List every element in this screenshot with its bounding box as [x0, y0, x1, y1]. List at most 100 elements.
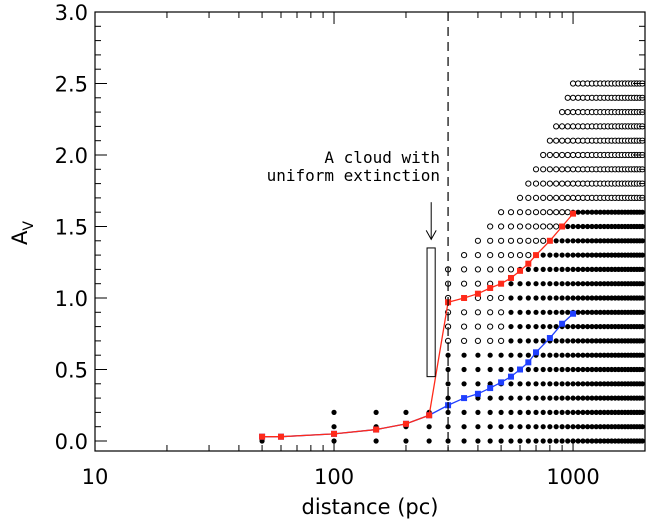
filled-dot	[593, 438, 599, 444]
filled-dot	[487, 366, 493, 373]
filled-dot	[601, 295, 607, 301]
filled-dot	[525, 366, 531, 373]
filled-dot	[601, 323, 607, 330]
filled-dot	[525, 381, 531, 387]
red-marker	[525, 260, 532, 267]
open-dot	[564, 209, 571, 216]
filled-dot	[570, 338, 576, 344]
open-dot	[525, 237, 532, 244]
filled-dot	[487, 438, 493, 444]
red-marker	[402, 420, 409, 427]
open-dot	[487, 309, 494, 316]
open-dot	[525, 180, 532, 187]
filled-dot	[525, 295, 531, 301]
filled-dot	[584, 438, 591, 444]
filled-dot	[584, 323, 591, 330]
filled-dot	[605, 323, 611, 330]
filled-dot	[597, 381, 603, 387]
filled-dot	[533, 338, 539, 344]
filled-dot	[508, 295, 514, 301]
open-dot	[540, 209, 547, 216]
filled-dot	[525, 309, 531, 315]
filled-dot	[570, 352, 576, 358]
open-dot	[516, 194, 524, 201]
filled-dot	[575, 438, 581, 444]
open-dot	[497, 251, 505, 259]
blue-series-line	[262, 313, 574, 438]
open-dot	[569, 137, 577, 144]
filled-dot	[589, 366, 595, 373]
filled-dot	[559, 381, 565, 387]
filled-dot	[517, 395, 523, 401]
filled-dot	[508, 323, 514, 330]
filled-dot	[533, 295, 539, 301]
open-dot	[569, 123, 577, 130]
red-marker	[474, 290, 481, 297]
filled-dot	[565, 281, 571, 287]
filled-dot	[575, 381, 581, 387]
open-dot	[559, 108, 566, 116]
filled-dot	[565, 252, 571, 258]
open-dot	[474, 251, 482, 259]
filled-dot	[575, 395, 581, 401]
blue-marker	[525, 359, 532, 366]
filled-dot	[525, 438, 531, 444]
y-tick-label: 2.5	[55, 72, 88, 96]
open-dot	[559, 137, 566, 144]
filled-dot	[540, 438, 546, 444]
filled-dot	[461, 409, 467, 415]
filled-dot	[584, 252, 591, 258]
blue-marker	[546, 335, 553, 342]
filled-dot	[508, 381, 514, 387]
open-dot	[507, 251, 515, 259]
filled-dot	[445, 366, 451, 373]
red-marker	[507, 274, 514, 281]
filled-dot	[601, 352, 607, 358]
filled-dot	[593, 252, 599, 258]
filled-dot	[593, 338, 599, 344]
open-dot	[507, 237, 515, 244]
filled-dot	[525, 395, 531, 401]
filled-dot	[601, 238, 607, 244]
filled-dot	[605, 338, 611, 344]
filled-dot	[547, 381, 553, 387]
filled-dot	[589, 323, 595, 330]
filled-dot	[461, 366, 467, 373]
blue-marker	[533, 349, 540, 356]
filled-dot	[533, 424, 539, 430]
open-dot	[525, 251, 532, 259]
y-axis-title: AV	[8, 221, 37, 245]
filled-dot	[601, 266, 607, 272]
filled-dot	[601, 252, 607, 258]
filled-dot	[570, 223, 576, 230]
filled-dot	[508, 424, 514, 430]
filled-dot	[575, 409, 581, 415]
filled-dot	[533, 395, 539, 401]
filled-dot	[601, 381, 607, 387]
filled-dot	[584, 381, 591, 387]
filled-dot	[570, 381, 576, 387]
red-marker	[498, 280, 505, 287]
filled-dot	[570, 238, 576, 244]
filled-dot	[533, 366, 539, 373]
filled-dot	[553, 295, 559, 301]
filled-dot	[589, 381, 595, 387]
filled-dot	[580, 409, 586, 415]
open-dot	[553, 180, 560, 187]
open-dot	[546, 137, 553, 144]
filled-dot	[461, 381, 467, 387]
filled-dot	[553, 309, 559, 315]
filled-dot	[570, 366, 576, 373]
filled-dot	[589, 395, 595, 401]
filled-dot	[487, 395, 493, 401]
filled-dot	[601, 281, 607, 287]
open-dot	[460, 337, 468, 344]
filled-dot	[605, 366, 611, 373]
filled-dot	[593, 295, 599, 301]
filled-dot	[559, 438, 565, 444]
filled-dot	[584, 309, 591, 315]
filled-dot	[601, 209, 607, 215]
open-dot	[559, 151, 566, 159]
filled-dot	[547, 323, 553, 330]
filled-dot	[605, 252, 611, 258]
